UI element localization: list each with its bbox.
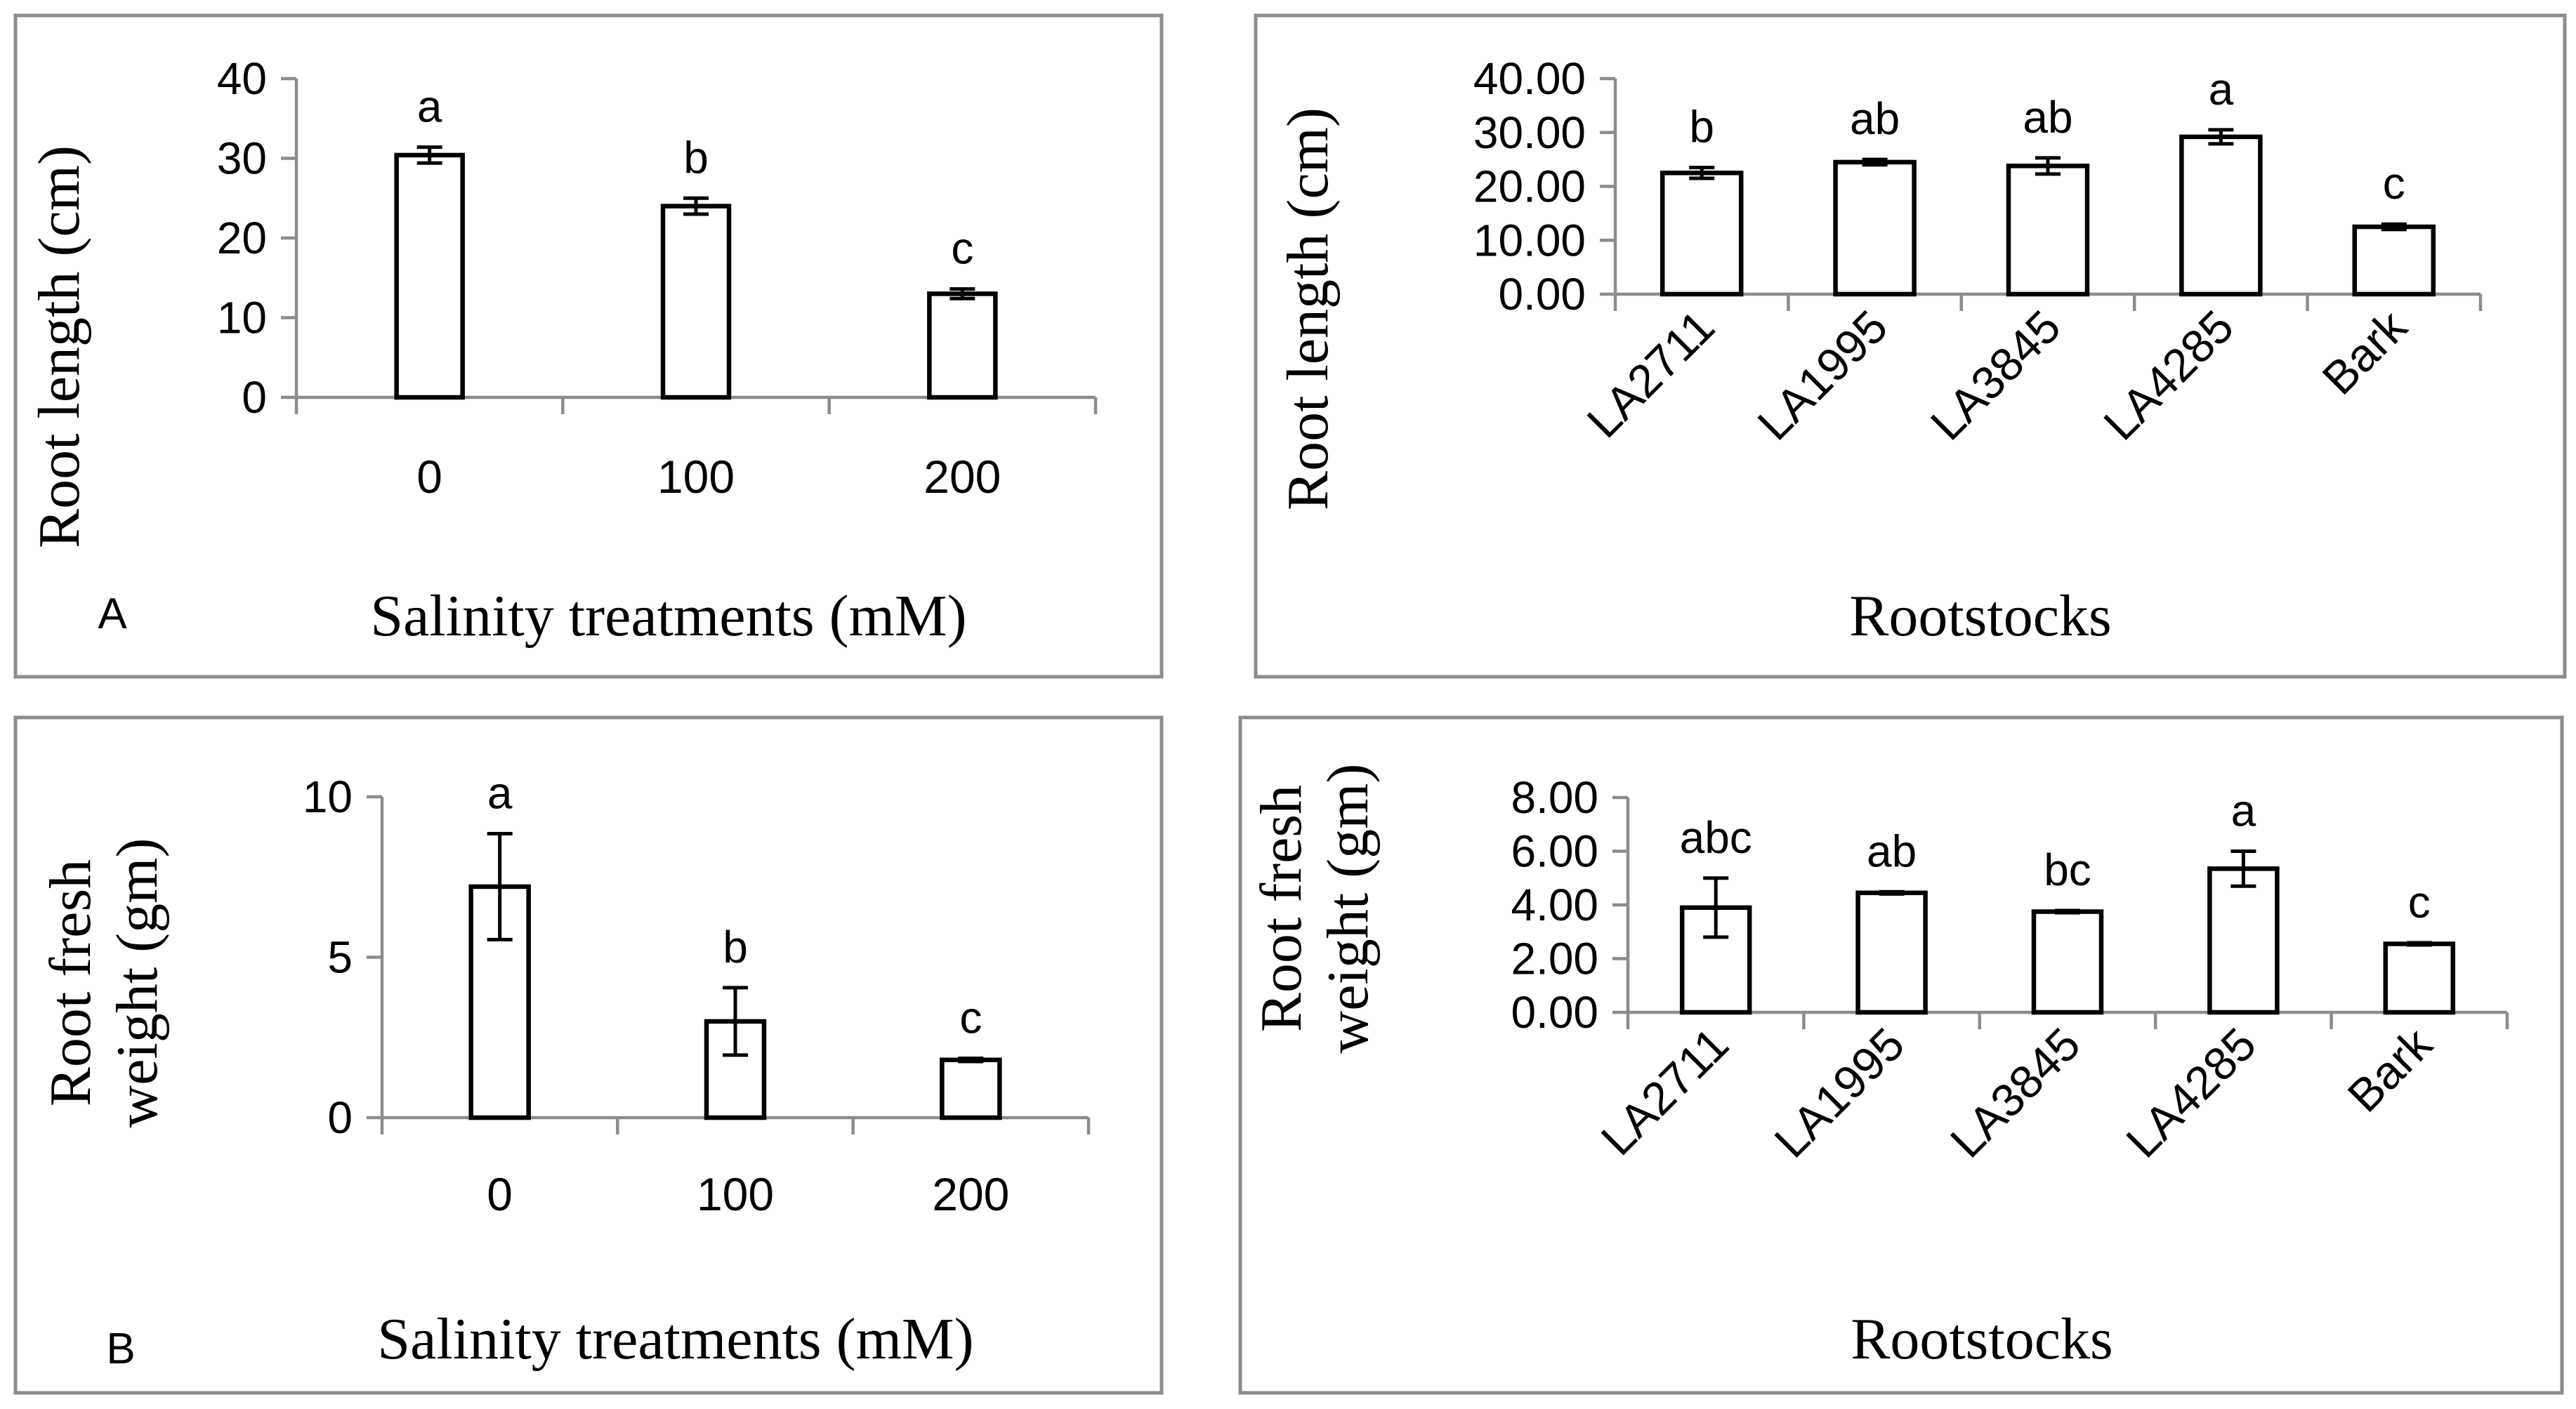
bar-LA4285	[2179, 134, 2263, 297]
significance-letter: a	[2209, 64, 2234, 114]
y-axis-title: Root length (cm)	[1275, 107, 1341, 510]
bar-LA3845	[2006, 164, 2090, 297]
x-axis-title: Rootstocks	[1849, 583, 2111, 649]
y-tick-label: 40.00	[1473, 53, 1586, 104]
y-tick-label: 0.00	[1498, 269, 1586, 319]
y-tick-label: 5	[327, 932, 353, 983]
bar-Bark	[2383, 941, 2456, 1015]
significance-letter: a	[2231, 786, 2256, 836]
chart-panel-2: 0.0010.0020.0030.0040.00bLA2711abLA1995a…	[1254, 13, 2567, 679]
significance-letter: a	[417, 81, 442, 132]
bar-200	[927, 291, 998, 400]
bar-LA1995	[1855, 890, 1928, 1015]
x-tick-label: 100	[697, 1168, 774, 1220]
y-tick-label: 4.00	[1511, 880, 1598, 930]
y-tick-label: 0	[242, 372, 267, 423]
y-axis-title: weight (gm)	[105, 838, 170, 1128]
bar-LA1995	[1833, 159, 1917, 297]
y-tick-label: 10.00	[1473, 215, 1586, 265]
y-tick-label: 40	[217, 53, 267, 104]
bar-LA4285	[2207, 866, 2280, 1015]
y-tick-label: 10	[217, 293, 267, 343]
chart-panel-3: 0 5 10 a 0 b 100 c 200 Root fresh weight (gm) Salin…	[13, 715, 1164, 1395]
y-axis-title: weight (gm)	[1315, 764, 1381, 1054]
y-tick-label: 2.00	[1511, 934, 1598, 984]
x-axis-title: Salinity treatments (mM)	[370, 583, 966, 649]
significance-letter: ab	[2023, 92, 2072, 143]
x-tick-label: 200	[932, 1168, 1009, 1220]
significance-letter: b	[683, 132, 709, 183]
y-axis-title: Root fresh	[38, 859, 103, 1106]
x-tick-label: 0	[487, 1168, 513, 1220]
panel-frame	[1254, 13, 2567, 679]
x-tick-label: 0	[416, 451, 442, 503]
bar-100	[660, 204, 732, 400]
bar-Bark	[2352, 224, 2436, 297]
y-tick-label: 0.00	[1511, 987, 1598, 1038]
panel-letter: A	[98, 590, 127, 638]
significance-letter: ab	[1867, 826, 1917, 876]
significance-letter: c	[2383, 158, 2405, 209]
y-axis-title: Root length (cm)	[27, 145, 92, 548]
bar-LA2711	[1660, 171, 1744, 297]
y-tick-label: 20.00	[1473, 161, 1586, 212]
chart-panel-1: 0 10 20 30 40 a 0 b 100 c 200 Root length (cm) Salin…	[13, 13, 1164, 679]
significance-letter: b	[723, 922, 748, 972]
y-tick-label: 8.00	[1511, 772, 1598, 823]
x-axis-title: Salinity treatments (mM)	[377, 1307, 973, 1372]
y-tick-label: 20	[217, 213, 267, 263]
y-tick-label: 30.00	[1473, 107, 1586, 158]
x-tick-label: 100	[657, 451, 735, 503]
significance-letter: ab	[1850, 93, 1900, 144]
y-tick-label: 10	[303, 772, 353, 822]
panel-letter: B	[106, 1325, 135, 1373]
significance-letter: c	[2408, 877, 2431, 927]
significance-letter: c	[959, 992, 982, 1043]
significance-letter: a	[487, 768, 513, 819]
y-tick-label: 6.00	[1511, 826, 1598, 877]
chart-panel-4: 0.002.004.006.008.00abcLA2711abLA1995bcL…	[1238, 715, 2564, 1395]
significance-letter: b	[1689, 102, 1714, 152]
y-axis-title: Root fresh	[1249, 785, 1314, 1032]
x-axis-title: Rootstocks	[1851, 1307, 2112, 1372]
significance-letter: bc	[2044, 845, 2091, 895]
y-tick-label: 0	[327, 1092, 353, 1143]
bar-0	[394, 152, 465, 400]
x-tick-label: 200	[924, 451, 1001, 503]
panel-frame	[1238, 715, 2564, 1395]
y-tick-label: 30	[217, 133, 267, 184]
significance-letter: c	[951, 223, 973, 274]
bar-LA3845	[2031, 909, 2104, 1015]
bar-200	[940, 1057, 1002, 1120]
significance-letter: abc	[1680, 812, 1752, 863]
panel-frame	[13, 715, 1164, 1395]
